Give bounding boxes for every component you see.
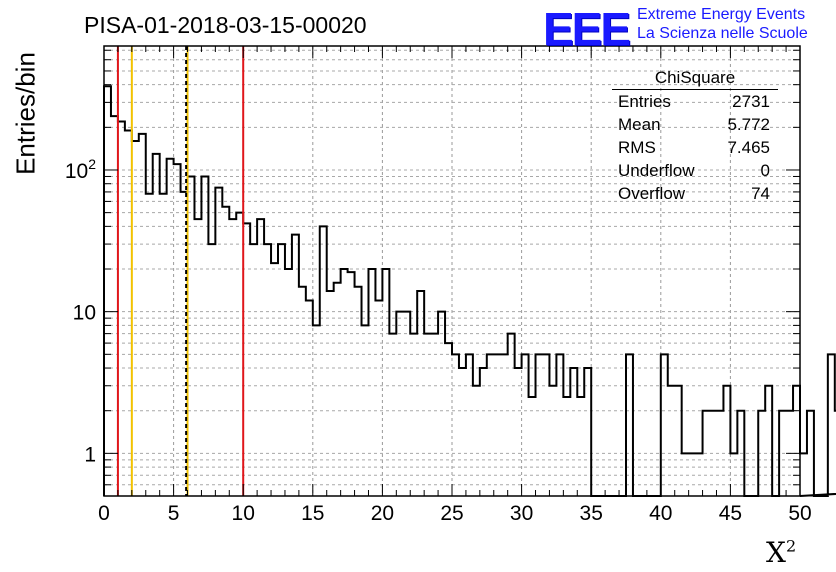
stats-box-title: ChiSquare bbox=[612, 68, 778, 90]
stats-value: 0 bbox=[760, 161, 770, 180]
eee-logo: EEE bbox=[543, 3, 631, 55]
x-tick-label: 35 bbox=[580, 502, 603, 525]
y-axis-label: Entries/bin bbox=[10, 52, 41, 175]
histogram-outline bbox=[103, 85, 836, 497]
y-tick-label: 1 bbox=[84, 443, 96, 466]
y-tick-label-exponent: 2 bbox=[88, 156, 96, 172]
stats-row-mean: Mean 5.772 bbox=[612, 113, 778, 136]
y-tick-label: 102 bbox=[65, 156, 96, 183]
stats-value: 7.465 bbox=[727, 138, 770, 157]
x-tick-label: 25 bbox=[440, 502, 463, 525]
stats-label: RMS bbox=[618, 138, 656, 157]
stats-row-rms: RMS 7.465 bbox=[612, 136, 778, 159]
stats-value: 74 bbox=[751, 184, 770, 203]
x-tick-label: 5 bbox=[168, 502, 180, 525]
stats-row-overflow: Overflow 74 bbox=[612, 182, 778, 205]
chart-title: PISA-01-2018-03-15-00020 bbox=[84, 12, 367, 38]
stats-value: 5.772 bbox=[727, 115, 770, 134]
logo-line-2: La Scienza nelle Scuole bbox=[637, 25, 808, 42]
stats-label: Overflow bbox=[618, 184, 686, 203]
stats-row-entries: Entries 2731 bbox=[612, 90, 778, 113]
x-tick-label: 50 bbox=[788, 502, 811, 525]
y-tick-label: 10 bbox=[73, 302, 96, 325]
x-tick-label: 0 bbox=[98, 502, 110, 525]
x-tick-label: 40 bbox=[649, 502, 672, 525]
stats-row-underflow: Underflow 0 bbox=[612, 159, 778, 182]
x-tick-label: 15 bbox=[301, 502, 324, 525]
x-tick-label: 20 bbox=[371, 502, 394, 525]
x-axis-label: X2 bbox=[766, 536, 797, 569]
stats-label: Underflow bbox=[618, 161, 695, 180]
x-tick-label: 10 bbox=[232, 502, 255, 525]
stats-value: 2731 bbox=[732, 92, 770, 111]
x-tick-label: 45 bbox=[719, 502, 742, 525]
logo-line-1: Extreme Energy Events bbox=[637, 6, 806, 23]
x-tick-label: 30 bbox=[510, 502, 533, 525]
stats-label: Mean bbox=[618, 115, 661, 134]
stats-label: Entries bbox=[618, 92, 671, 111]
stats-box: ChiSquare Entries 2731 Mean 5.772 RMS 7.465… bbox=[612, 68, 778, 205]
